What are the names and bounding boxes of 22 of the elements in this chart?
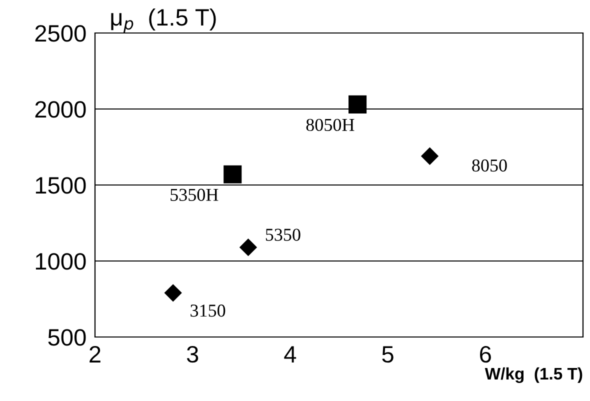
- annotation: 5350H: [170, 188, 218, 201]
- point: [240, 238, 257, 256]
- annotation: 8050H: [306, 118, 354, 132]
- x-tick-label: 4: [284, 346, 296, 362]
- x-tick-label: 6: [480, 346, 491, 363]
- y-axis-title: μ$_{p}$ (1.5 T): [111, 8, 216, 33]
- x-tick-label: 2: [90, 346, 100, 362]
- point: [224, 165, 242, 184]
- y-tick-label: 1000: [36, 253, 86, 270]
- x-axis-title: W/kg (1.5 T): [484, 367, 582, 384]
- y-tick-label: 1500: [36, 177, 86, 194]
- annotation: 5350: [266, 228, 300, 241]
- point: [164, 284, 182, 302]
- y-tick-label: 500: [48, 329, 86, 346]
- annotation: 8050: [472, 159, 507, 172]
- annotation: 3150: [190, 304, 226, 317]
- y-tick-label: 2000: [35, 101, 86, 118]
- x-tick-label: 3: [186, 346, 198, 363]
- point: [421, 148, 438, 165]
- point: [348, 95, 367, 114]
- y-tick-label: 2500: [35, 25, 86, 42]
- x-tick-label: 5: [382, 346, 394, 363]
